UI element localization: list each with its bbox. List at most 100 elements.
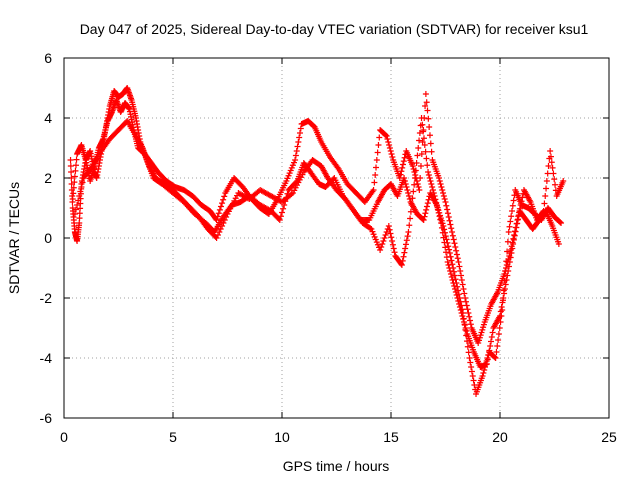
data-point-interp (496, 325, 503, 331)
data-point-interp (415, 145, 422, 151)
data-point-interp (509, 245, 516, 252)
data-point-interp (505, 263, 512, 270)
data-point-interp (72, 206, 79, 213)
data-point-interp (401, 178, 408, 184)
data-point-interp (289, 162, 296, 169)
data-point-interp (287, 167, 294, 174)
data-point (449, 229, 456, 235)
data-point-interp (502, 281, 509, 288)
data-point (547, 148, 554, 154)
data-point-interp (437, 181, 444, 187)
data-point-interp (379, 241, 386, 247)
data-point-interp (413, 160, 420, 166)
data-point-interp (402, 181, 409, 187)
data-point-interp (420, 135, 427, 142)
data-point-interp (456, 263, 463, 270)
data-point (505, 229, 512, 235)
data-point-interp (419, 121, 426, 128)
data-point-interp (497, 308, 504, 315)
data-point (497, 313, 503, 319)
data-point-interp (382, 132, 389, 139)
data-point-interp (417, 163, 424, 169)
data-point (283, 178, 290, 184)
data-point-interp (456, 304, 463, 310)
data-point (292, 157, 299, 163)
data-point-interp (71, 179, 78, 186)
data-point (420, 217, 427, 223)
data-point-interp (399, 164, 406, 171)
data-point-interp (424, 162, 431, 169)
data-point-interp (388, 234, 395, 241)
data-point-interp (547, 153, 554, 160)
data-point-interp (382, 232, 389, 238)
data-point-interp (215, 210, 222, 217)
data-point-interp (371, 179, 378, 186)
data-point-interp (70, 190, 77, 197)
data-point-interp (292, 152, 299, 159)
data-point-interp (423, 206, 430, 213)
data-point-interp (221, 217, 228, 223)
data-point-interp (460, 316, 467, 322)
data-point-interp (452, 289, 459, 295)
data-point-interp (453, 251, 460, 258)
data-point-interp (288, 164, 295, 171)
data-point-interp (491, 354, 498, 361)
data-point-interp (477, 332, 484, 339)
data-point (409, 163, 416, 169)
data-point-interp (409, 195, 416, 202)
data-point (71, 211, 78, 217)
data-point-interp (485, 352, 492, 358)
data-point-interp (407, 215, 414, 222)
data-point-interp (402, 241, 409, 248)
data-point-interp (438, 224, 445, 231)
data-point-interp (380, 238, 387, 244)
data-point-interp (387, 230, 394, 237)
data-point-interp (293, 182, 300, 189)
data-point-interp (381, 235, 388, 241)
data-point-interp (400, 158, 407, 165)
data-point-interp (486, 347, 493, 354)
data-point-interp (387, 148, 394, 154)
data-point (377, 247, 384, 253)
data-point (510, 241, 517, 247)
data-point-interp (441, 239, 448, 246)
data-point-interp (407, 208, 414, 215)
data-point (398, 262, 405, 268)
data-point-interp (514, 216, 521, 223)
data-point-interp (373, 157, 380, 163)
data-point-interp (225, 208, 232, 215)
data-point-interp (495, 331, 502, 337)
data-point-interp (545, 163, 552, 169)
data-point-interp (442, 244, 449, 251)
data-point-interp (424, 200, 431, 207)
data-point-interp (388, 151, 395, 157)
data-point-interp (277, 213, 284, 220)
data-point-interp (505, 268, 512, 274)
data-point (503, 277, 510, 283)
data-point-interp (401, 154, 408, 161)
x-tick-label: 25 (601, 429, 617, 445)
data-point-interp (221, 193, 228, 200)
y-tick-label: 4 (44, 110, 52, 126)
data-point-interp (285, 172, 292, 179)
data-point (560, 178, 567, 184)
data-point-interp (385, 139, 392, 145)
x-tick-label: 5 (169, 429, 177, 445)
data-point-interp (403, 184, 410, 190)
data-point-interp (448, 274, 455, 280)
data-point-interp (299, 171, 306, 178)
data-point (446, 250, 453, 256)
data-point (276, 217, 283, 223)
data-point-interp (488, 334, 495, 340)
data-point (224, 211, 231, 217)
data-point (451, 283, 458, 289)
data-point (422, 91, 429, 97)
data-point-interp (508, 208, 515, 214)
data-point-interp (447, 271, 454, 277)
data-point-interp (414, 181, 421, 187)
data-point-interp (476, 337, 483, 344)
data-point-interp (390, 245, 397, 252)
data-point-interp (220, 196, 227, 203)
data-point-interp (464, 306, 471, 313)
data-point-interp (445, 214, 452, 220)
